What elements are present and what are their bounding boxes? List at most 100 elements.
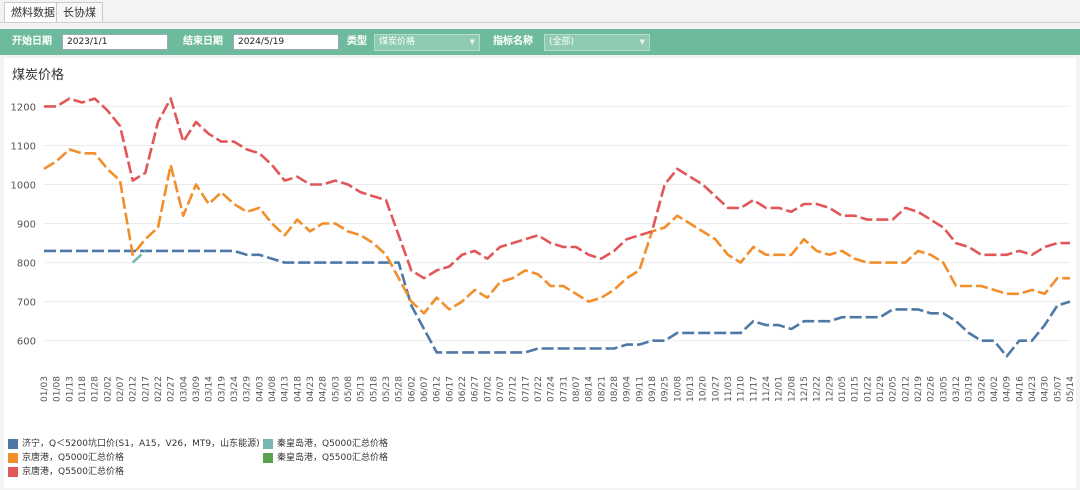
x-tick-label: 05/28 (395, 376, 405, 402)
x-tick-label: 01/15 (851, 376, 861, 402)
x-tick-label: 12/08 (787, 376, 797, 402)
y-tick-label: 600 (17, 337, 36, 348)
x-tick-label: 07/07 (496, 376, 506, 402)
chevron-down-icon: ▼ (639, 38, 645, 46)
x-tick-label: 03/12 (952, 376, 962, 402)
legend-swatch (263, 452, 273, 463)
x-tick-label: 03/04 (179, 376, 189, 402)
indicator-select[interactable]: (全部) ▼ (544, 34, 650, 51)
x-tick-label: 02/22 (154, 376, 164, 402)
x-tick-label: 04/16 (1015, 376, 1025, 402)
x-tick-label: 10/27 (711, 376, 721, 402)
chart-title: 煤炭价格 (12, 68, 65, 83)
x-tick-label: 03/29 (243, 376, 253, 402)
x-tick-label: 12/22 (813, 376, 823, 402)
filter-toolbar: 开始日期 2023/1/1 结束日期 2024/5/19 类型 煤炭价格 ▼ 指… (0, 29, 1080, 55)
y-tick-label: 1100 (11, 141, 36, 152)
x-tick-label: 02/19 (914, 376, 924, 402)
x-tick-label: 03/19 (965, 376, 975, 402)
x-tick-label: 07/17 (521, 376, 531, 402)
indicator-label: 指标名称 (493, 36, 533, 47)
type-select-value: 煤炭价格 (379, 37, 416, 47)
x-tick-label: 07/12 (509, 376, 519, 402)
x-tick-label: 07/02 (483, 376, 493, 402)
legend-item[interactable]: 京唐港，Q5000汇总价格 (8, 452, 124, 464)
x-tick-label: 04/09 (1003, 376, 1013, 402)
tab-bar: 燃料数据 长协煤 (0, 0, 1080, 23)
legend-label: 京唐港，Q5500汇总价格 (22, 467, 124, 477)
series-line (43, 148, 1070, 315)
x-tick-label: 10/20 (699, 376, 709, 402)
start-date-label: 开始日期 (12, 36, 52, 47)
start-date-input[interactable]: 2023/1/1 (62, 34, 168, 50)
tab-fuel-data[interactable]: 燃料数据 (4, 2, 62, 22)
chevron-down-icon: ▼ (469, 38, 475, 46)
x-tick-label: 06/22 (458, 376, 468, 402)
end-date-input[interactable]: 2024/5/19 (233, 34, 339, 50)
legend-swatch (8, 466, 18, 477)
type-select[interactable]: 煤炭价格 ▼ (374, 34, 480, 51)
x-tick-label: 05/14 (1066, 376, 1076, 402)
y-tick-label: 700 (17, 298, 36, 309)
x-tick-label: 07/22 (534, 376, 544, 402)
x-tick-label: 02/12 (901, 376, 911, 402)
x-tick-label: 09/18 (648, 376, 658, 402)
y-tick-label: 800 (17, 259, 36, 270)
x-tick-label: 09/04 (623, 376, 633, 402)
y-tick-label: 1200 (11, 102, 36, 113)
x-tick-label: 05/08 (344, 376, 354, 402)
x-tick-label: 01/05 (838, 376, 848, 402)
legend-label: 秦皇岛港，Q5000汇总价格 (277, 439, 388, 449)
end-date-label: 结束日期 (183, 36, 223, 47)
indicator-select-value: (全部) (549, 37, 575, 47)
x-tick-label: 06/12 (433, 376, 443, 402)
x-tick-label: 08/07 (572, 376, 582, 402)
x-tick-label: 08/28 (610, 376, 620, 402)
series-line (44, 97, 1070, 280)
x-tick-label: 02/05 (889, 376, 899, 402)
x-tick-label: 01/29 (876, 376, 886, 402)
x-tick-label: 07/31 (559, 376, 569, 402)
x-tick-label: 06/17 (445, 376, 455, 402)
x-tick-label: 02/12 (129, 376, 139, 402)
x-tick-label: 08/21 (597, 376, 607, 402)
x-tick-label: 12/15 (800, 376, 810, 402)
tab-long-term-coal[interactable]: 长协煤 (56, 2, 103, 22)
x-tick-label: 06/02 (407, 376, 417, 402)
x-tick-label: 11/03 (724, 376, 734, 402)
legend-label: 济宁，Q＜5200坑口价(S1，A15，V26，MT9，山东能源) (22, 439, 260, 449)
x-tick-label: 03/09 (192, 376, 202, 402)
x-tick-label: 02/07 (116, 376, 126, 402)
x-tick-label: 04/18 (293, 376, 303, 402)
x-tick-label: 07/24 (547, 376, 557, 402)
legend-item[interactable]: 济宁，Q＜5200坑口价(S1，A15，V26，MT9，山东能源) (8, 438, 260, 450)
x-tick-label: 12/01 (775, 376, 785, 402)
x-tick-label: 04/30 (1041, 376, 1051, 402)
x-tick-label: 01/03 (40, 376, 50, 402)
legend-swatch (8, 438, 18, 449)
x-tick-label: 10/13 (686, 376, 696, 402)
x-tick-label: 04/02 (990, 376, 1000, 402)
x-tick-label: 05/03 (331, 376, 341, 402)
legend-item[interactable]: 秦皇岛港，Q5000汇总价格 (263, 438, 388, 450)
x-tick-label: 04/23 (1028, 376, 1038, 402)
x-tick-label: 08/14 (585, 376, 595, 402)
series-line (131, 249, 147, 264)
x-tick-label: 02/17 (141, 376, 151, 402)
x-tick-label: 02/27 (167, 376, 177, 402)
x-tick-label: 04/13 (281, 376, 291, 402)
legend-item[interactable]: 秦皇岛港，Q5500汇总价格 (263, 452, 388, 464)
x-tick-label: 01/08 (53, 376, 63, 402)
x-tick-label: 02/26 (927, 376, 937, 402)
legend-swatch (8, 452, 18, 463)
x-tick-label: 01/13 (65, 376, 75, 402)
x-tick-label: 01/22 (863, 376, 873, 402)
legend-item[interactable]: 京唐港，Q5500汇总价格 (8, 466, 124, 478)
x-tick-label: 04/23 (306, 376, 316, 402)
legend-label: 京唐港，Q5000汇总价格 (22, 453, 124, 463)
x-tick-label: 06/27 (471, 376, 481, 402)
x-tick-label: 09/11 (635, 376, 645, 402)
y-tick-label: 1000 (11, 181, 36, 192)
legend-label: 秦皇岛港，Q5500汇总价格 (277, 453, 388, 463)
